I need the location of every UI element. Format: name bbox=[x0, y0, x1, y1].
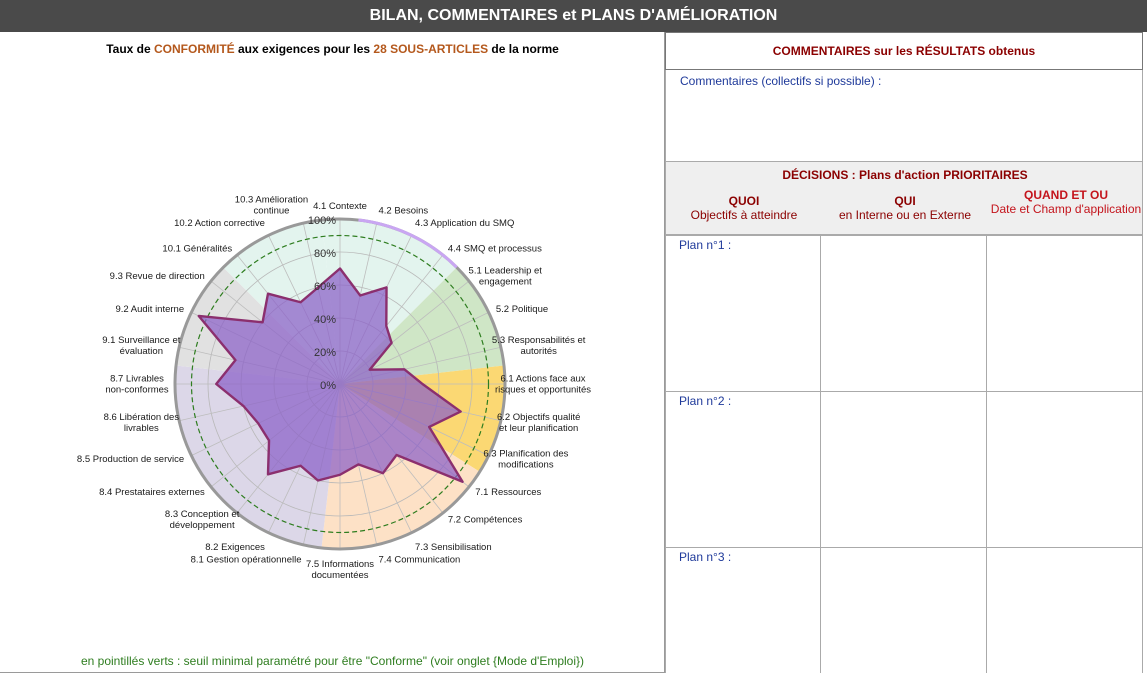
chart-title-part2: aux exigences pour les bbox=[234, 42, 374, 56]
category-label-22: 8.7 Livrables non-conformes bbox=[105, 374, 169, 396]
outer-ring bbox=[173, 217, 507, 551]
plan-1-label: Plan n°1 : bbox=[679, 238, 732, 252]
page-title: BILAN, COMMENTAIRES et PLANS D'AMÉLIORAT… bbox=[0, 0, 1147, 32]
category-label-4: 4.4 SMQ et processus bbox=[448, 244, 542, 255]
decisions-header: DÉCISIONS : Plans d'action PRIORITAIRES … bbox=[665, 161, 1143, 235]
plan-2-quoi-cell[interactable] bbox=[665, 392, 821, 547]
category-label-28: 10.3 Amélioration continue bbox=[235, 194, 308, 216]
tick-label-80pct: 80% bbox=[314, 248, 336, 260]
category-label-21: 8.6 Libération des livrables bbox=[104, 412, 180, 434]
plan-2-label: Plan n°2 : bbox=[679, 394, 732, 408]
column-qui-subtitle: en Interne ou en Externe bbox=[838, 208, 972, 222]
category-label-18: 8.3 Conception et développement bbox=[165, 509, 240, 531]
category-label-12: 7.2 Compétences bbox=[448, 514, 523, 525]
comments-header: COMMENTAIRES sur les RÉSULTATS obtenus bbox=[665, 32, 1143, 70]
plan-3-qui-cell[interactable] bbox=[821, 548, 987, 673]
plan-1-quand-cell[interactable] bbox=[987, 236, 1143, 391]
plan-1-qui-cell[interactable] bbox=[821, 236, 987, 391]
chart-title-highlight-subarticles: 28 SOUS-ARTICLES bbox=[373, 42, 489, 56]
column-quoi: QUOI Objectifs à atteindre bbox=[666, 194, 822, 223]
decisions-title: DÉCISIONS : Plans d'action PRIORITAIRES bbox=[782, 168, 1028, 182]
category-label-14: 7.4 Communication bbox=[378, 555, 460, 566]
category-label-16: 8.1 Gestion opérationnelle bbox=[191, 555, 302, 566]
comments-label: Commentaires (collectifs si possible) : bbox=[680, 74, 882, 88]
category-label-26: 10.1 Généralités bbox=[162, 244, 232, 255]
chart-title: Taux de CONFORMITÉ aux exigences pour le… bbox=[0, 42, 665, 56]
category-label-2: 4.2 Besoins bbox=[378, 205, 428, 216]
column-quand-subtitle: Date et Champ d'application bbox=[990, 202, 1142, 216]
column-quoi-subtitle: Objectifs à atteindre bbox=[690, 208, 798, 222]
chart-panel: Taux de CONFORMITÉ aux exigences pour le… bbox=[0, 32, 665, 673]
plan-row-3: Plan n°3 : bbox=[665, 547, 1143, 673]
category-label-19: 8.4 Prestataires externes bbox=[99, 487, 205, 498]
tick-label-40pct: 40% bbox=[314, 314, 336, 326]
threshold-footnote: en pointillés verts : seuil minimal para… bbox=[80, 654, 585, 668]
category-label-1: 4.1 Contexte bbox=[313, 201, 367, 212]
comments-box[interactable]: Commentaires (collectifs si possible) : bbox=[665, 70, 1143, 161]
plans-table: Plan n°1 : Plan n°2 : Plan n°3 : bbox=[665, 235, 1143, 673]
column-qui-title: QUI bbox=[894, 194, 916, 208]
chart-title-part1: Taux de bbox=[106, 42, 154, 56]
category-label-27: 10.2 Action corrective bbox=[174, 218, 265, 229]
category-label-7: 5.3 Responsabilités et autorités bbox=[492, 335, 586, 357]
category-label-17: 8.2 Exigences bbox=[205, 542, 265, 553]
category-label-9: 6.2 Objectifs qualité et leur planificati… bbox=[497, 412, 580, 434]
tick-label-60pct: 60% bbox=[314, 281, 336, 293]
category-label-11: 7.1 Ressources bbox=[475, 487, 541, 498]
category-label-15: 7.5 Informations documentées bbox=[306, 559, 374, 581]
plan-3-quoi-cell[interactable] bbox=[665, 548, 821, 673]
highlight-arc bbox=[358, 218, 458, 269]
threshold-ring bbox=[190, 234, 490, 534]
plan-2-qui-cell[interactable] bbox=[821, 392, 987, 547]
category-label-24: 9.2 Audit interne bbox=[115, 304, 184, 315]
plan-1-quoi-cell[interactable] bbox=[665, 236, 821, 391]
comments-and-plans-panel: COMMENTAIRES sur les RÉSULTATS obtenus C… bbox=[665, 32, 1144, 673]
category-label-6: 5.2 Politique bbox=[496, 304, 548, 315]
column-quand: QUAND ET OU Date et Champ d'application bbox=[988, 188, 1144, 217]
plan-row-1: Plan n°1 : bbox=[665, 235, 1143, 391]
chart-title-highlight-conformite: CONFORMITÉ bbox=[154, 42, 235, 56]
radar-chart: 0% 20% 40% 60% 80% 100% 4.1 Contexte 4.2 Besoin… bbox=[77, 194, 591, 581]
category-label-25: 9.3 Revue de direction bbox=[110, 271, 205, 282]
category-label-5: 5.1 Leadership et engagement bbox=[469, 266, 543, 288]
column-qui: QUI en Interne ou en Externe bbox=[822, 194, 988, 223]
column-quand-title: QUAND ET OU bbox=[1024, 188, 1108, 202]
category-label-13: 7.3 Sensibilisation bbox=[415, 542, 492, 553]
category-label-20: 8.5 Production de service bbox=[77, 454, 184, 465]
category-label-23: 9.1 Surveillance et évaluation bbox=[102, 335, 181, 357]
tick-label-100pct: 100% bbox=[308, 215, 336, 227]
plan-3-quand-cell[interactable] bbox=[987, 548, 1143, 673]
plan-3-label: Plan n°3 : bbox=[679, 550, 732, 564]
category-label-10: 6.3 Planification des modifications bbox=[483, 449, 568, 471]
plan-2-quand-cell[interactable] bbox=[987, 392, 1143, 547]
column-quoi-title: QUOI bbox=[728, 194, 760, 208]
tick-label-20pct: 20% bbox=[314, 347, 336, 359]
tick-label-0pct: 0% bbox=[320, 380, 336, 392]
plan-row-2: Plan n°2 : bbox=[665, 391, 1143, 547]
chart-title-part3: de la norme bbox=[488, 42, 559, 56]
category-label-3: 4.3 Application du SMQ bbox=[415, 218, 514, 229]
category-label-8: 6.1 Actions face aux risques et opportuni… bbox=[495, 374, 591, 396]
series-polygon bbox=[197, 267, 464, 483]
